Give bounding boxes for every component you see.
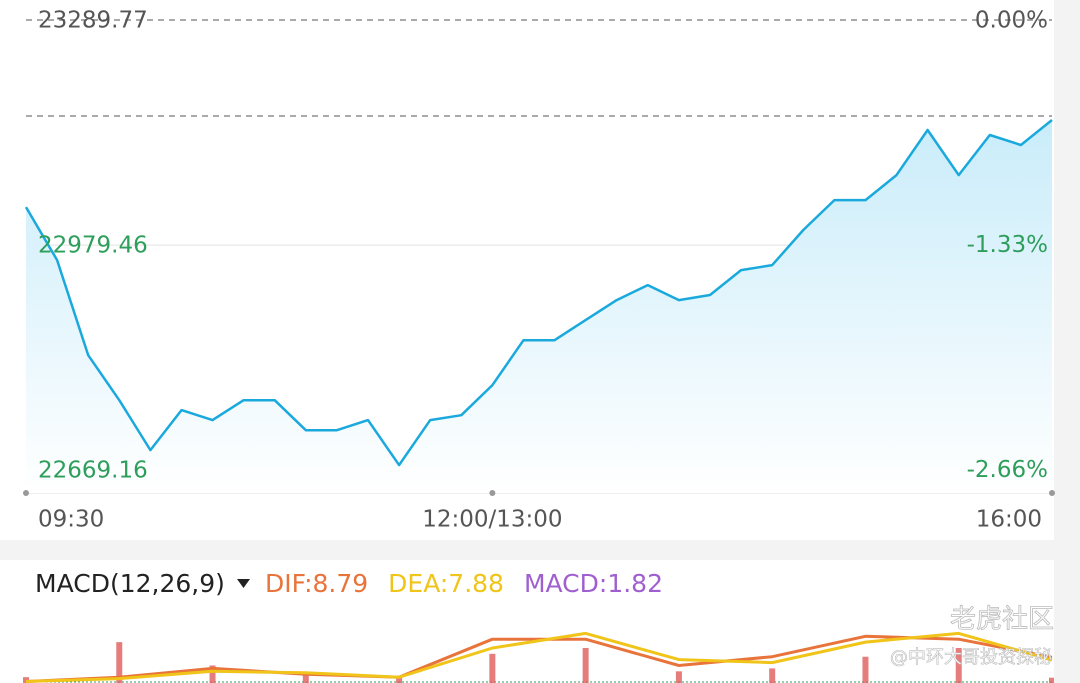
- macd-bar: [582, 647, 589, 683]
- x-tick-label: 16:00: [976, 507, 1042, 533]
- y2-tick-label: -2.66%: [967, 457, 1048, 483]
- macd-bar: [396, 677, 403, 683]
- legend-label: DIF:8.79: [265, 569, 368, 598]
- x-tick-label: 12:00/13:00: [422, 507, 562, 533]
- macd-bar: [489, 653, 496, 683]
- x-tick-dot: [23, 490, 29, 496]
- macd-bar: [302, 674, 309, 683]
- macd-line: [25, 631, 1053, 683]
- legend-label: MACD:1.82: [524, 569, 663, 598]
- macd-bar: [1049, 677, 1054, 683]
- macd-bar: [675, 671, 682, 683]
- macd-bar: [862, 656, 869, 683]
- macd-bar: [116, 642, 123, 683]
- y-tick-label: 22979.46: [38, 233, 148, 259]
- x-tick-label: 09:30: [38, 507, 104, 533]
- macd-panel: [0, 560, 1054, 683]
- macd-plot: [23, 631, 1054, 683]
- y2-tick-label: -1.33%: [967, 232, 1048, 258]
- macd-chart: [23, 631, 1054, 683]
- x-tick-dot: [489, 490, 496, 496]
- y2-tick-label: 0.00%: [975, 8, 1048, 34]
- watermark-subtitle: @中环大哥投资探秘: [890, 647, 1052, 668]
- price-area: [26, 120, 1052, 493]
- dropdown-arrow[interactable]: [237, 579, 250, 588]
- price-line: [24, 119, 1053, 467]
- macd-bar: [209, 665, 216, 683]
- watermark-title: 老虎社区: [950, 605, 1054, 635]
- price-chart: 23289.77 22979.46 22669.16 0.00% -1.33% -2.66…: [23, 8, 1055, 533]
- y-tick-label: 23289.77: [38, 8, 148, 34]
- macd-bar: [769, 668, 776, 683]
- macd-bar: [955, 647, 962, 683]
- legend-label: DEA:7.88: [388, 569, 504, 598]
- y-tick-label: 22669.16: [38, 458, 148, 484]
- x-tick-dot: [1049, 490, 1055, 496]
- macd-title[interactable]: MACD(12,26,9): [35, 569, 225, 598]
